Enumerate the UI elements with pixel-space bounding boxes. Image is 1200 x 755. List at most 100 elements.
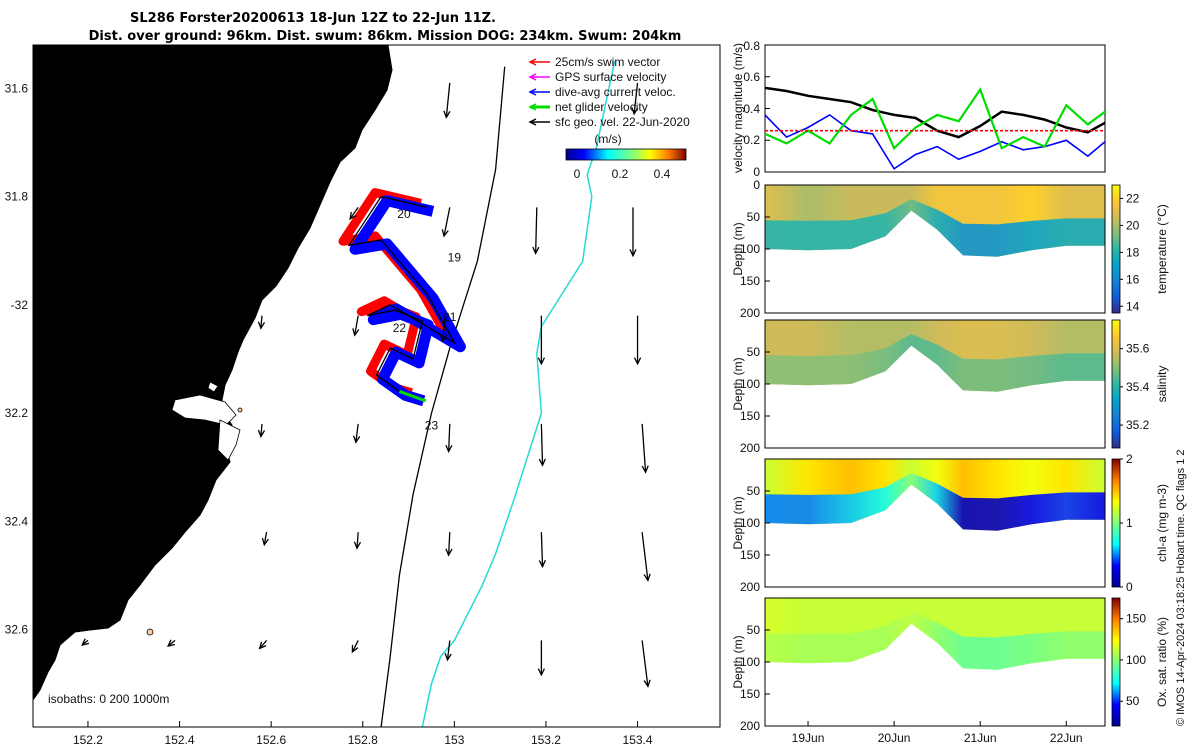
- isobaths-label: isobaths: 0 200 1000m: [48, 692, 169, 706]
- surface-velocity-arrow: [166, 639, 176, 648]
- depth-axis-label: Depth (m): [731, 357, 745, 410]
- surface-velocity-arrow: [352, 423, 361, 444]
- depth-tick-label: 100: [740, 377, 760, 391]
- surface-velocity-arrow: [537, 315, 545, 366]
- surface-velocity-arrow: [538, 532, 546, 569]
- surface-velocity-arrow: [81, 638, 90, 646]
- legend-label: dive-avg current veloc.: [555, 85, 676, 99]
- map-x-tick-label: 153.4: [623, 733, 653, 747]
- colorbar-ramp: [1111, 319, 1121, 449]
- depth-tick-label: 200: [740, 306, 760, 320]
- surface-velocity-arrow: [631, 82, 639, 116]
- depth-tick-label: 100: [740, 516, 760, 530]
- date-tick-label: 22Jun: [1050, 731, 1083, 745]
- surface-velocity-arrow: [538, 423, 546, 467]
- isobath-1000m: [421, 61, 616, 727]
- depth-tick-label: 100: [740, 655, 760, 669]
- colorbar-tick-label: 14: [1126, 299, 1140, 313]
- map-y-tick-label: 32.2: [5, 406, 29, 420]
- colorbar-tick-label: 18: [1126, 245, 1140, 259]
- depth-tick-label: 150: [740, 687, 760, 701]
- surface-velocity-arrow: [257, 315, 266, 330]
- depth-axis-label: Depth (m): [731, 496, 745, 549]
- chart-title: SL286 Forster20200613 18-Jun 12Z to 22-J…: [130, 11, 496, 26]
- surface-velocity-arrow: [439, 315, 448, 343]
- legend-entry: 25cm/s swim vector: [528, 55, 660, 69]
- isobath-200m: [380, 66, 506, 727]
- island: [146, 628, 154, 636]
- colorbar-label: chl-a (mg m-3): [1155, 484, 1169, 562]
- depth-tick-label: 150: [740, 409, 760, 423]
- date-tick-label: 19Jun: [792, 731, 825, 745]
- depth-tick-label: 150: [740, 548, 760, 562]
- surface-velocity-arrow: [633, 315, 642, 366]
- map-x-tick-label: 152.4: [165, 733, 195, 747]
- surface-velocity-arrow: [537, 640, 545, 677]
- depth-tick-label: 0: [753, 178, 760, 192]
- legend-label: GPS surface velocity: [555, 70, 666, 84]
- colorbar-tick-label: 150: [1126, 612, 1146, 626]
- day-label: 19: [448, 251, 462, 265]
- velocity-ytick: 0.2: [743, 133, 760, 147]
- depth-tick-label: 50: [747, 210, 761, 224]
- surface-velocity-arrow: [352, 315, 360, 337]
- chart-subtitle: Dist. over ground: 96km. Dist. swum: 86k…: [89, 29, 682, 44]
- surface-velocity-arrow: [641, 423, 649, 474]
- speed-colorbar: (m/s) 0 0.2 0.4: [565, 132, 687, 181]
- surface-velocity-arrow: [353, 532, 362, 550]
- colorbar-ramp: [1111, 184, 1121, 314]
- speed-colorbar-unit: (m/s): [594, 132, 621, 146]
- legend-label: 25cm/s swim vector: [555, 55, 660, 69]
- date-tick-label: 21Jun: [964, 731, 997, 745]
- map-x-tick-label: 152.2: [73, 733, 103, 747]
- lake: [217, 419, 241, 461]
- day-label: 20: [397, 207, 411, 221]
- depth-tick-label: 200: [740, 441, 760, 455]
- velocity-ytick: 0.8: [743, 39, 760, 53]
- map-frame: [32, 44, 721, 728]
- colorbar-tick-label: 35.4: [1126, 380, 1150, 394]
- map-y-tick-label: -32: [11, 298, 29, 312]
- surface-velocity-arrow: [257, 423, 266, 438]
- map-x-axis: 152.2 152.4 152.6 152.8 153 153.2 153.4: [73, 721, 653, 747]
- map-x-tick-label: 152.6: [256, 733, 286, 747]
- surface-velocity-arrow: [349, 207, 359, 221]
- depth-tick-label: 100: [740, 242, 760, 256]
- surface-velocity-arrow: [258, 639, 268, 650]
- section-panel-temperature: 0 50 100 150 200 Depth (m) 14 16 18 20 22 temperatu…: [731, 178, 1169, 320]
- section-panel-salinity: 50 100 150 200 Depth (m) 35.2 35.4 35.6 salinity: [731, 319, 1169, 455]
- colorbar-tick-label: 2: [1126, 452, 1133, 466]
- colorbar-ramp: [1111, 458, 1121, 588]
- section-deep-fill: [765, 199, 1105, 257]
- colorbar-tick-label: 22: [1126, 191, 1140, 205]
- map-x-tick-label: 153.2: [531, 733, 561, 747]
- credit-text: © IMOS 14-Apr-2024 03:18:25 Hobart time.…: [1175, 449, 1187, 726]
- surface-velocity-arrow: [629, 207, 637, 258]
- velocity-series-line: [764, 87, 1106, 151]
- net-glider-velocity-arrow: [398, 390, 427, 403]
- day-label: 23: [425, 418, 439, 432]
- depth-tick-label: 200: [740, 719, 760, 733]
- colorbar-label: Ox. sat. ratio (%): [1155, 617, 1169, 707]
- island: [237, 407, 243, 413]
- depth-tick-label: 50: [747, 345, 761, 359]
- speed-colorbar-ramp: [565, 148, 687, 161]
- map-y-tick-label: 32.4: [5, 514, 29, 528]
- lake: [207, 381, 219, 393]
- legend-label: net glider velocity: [555, 100, 648, 114]
- velocity-ylabel: velocity magnitude (m/s): [731, 43, 745, 173]
- velocity-ytick: 0.4: [743, 102, 760, 116]
- surface-velocity-arrow: [441, 207, 451, 238]
- colorbar-tick-label: 35.2: [1126, 418, 1150, 432]
- surface-velocity-arrow: [641, 640, 651, 688]
- colorbar-tick-label: 1: [1126, 516, 1133, 530]
- depth-tick-label: 150: [740, 274, 760, 288]
- surface-velocity-arrow: [351, 640, 359, 654]
- legend-entry: GPS surface velocity: [528, 70, 666, 84]
- map-x-tick-label: 152.8: [348, 733, 378, 747]
- map-y-tick-label: 32.6: [5, 623, 29, 637]
- surface-velocity-arrow: [641, 532, 651, 582]
